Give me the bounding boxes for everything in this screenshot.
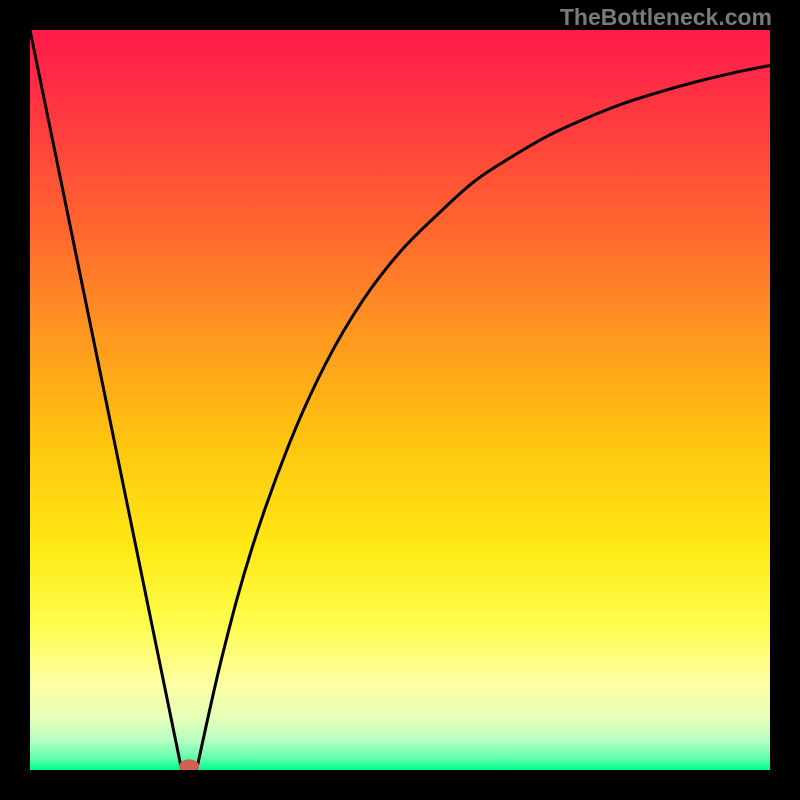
- chart-svg: [30, 30, 770, 770]
- watermark-text: TheBottleneck.com: [560, 4, 772, 31]
- chart-container: TheBottleneck.com: [0, 0, 800, 800]
- plot-area: [30, 30, 770, 770]
- gradient-background: [30, 30, 770, 770]
